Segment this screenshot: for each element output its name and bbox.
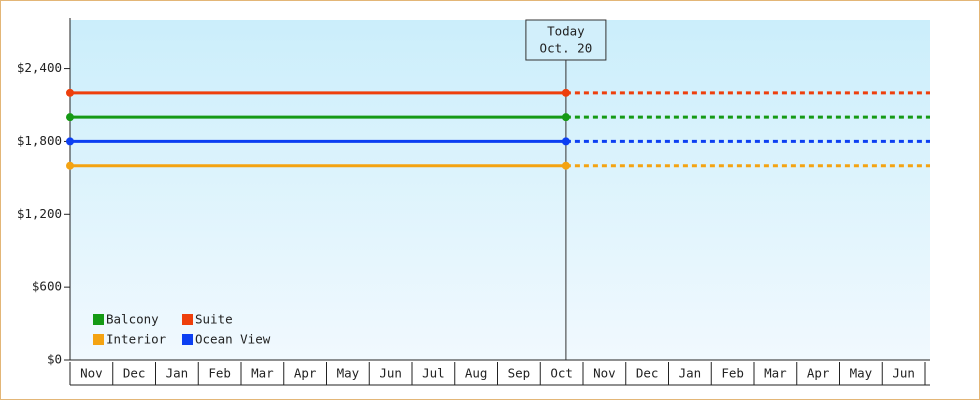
legend-swatch xyxy=(182,314,193,325)
y-tick-label: $1,200 xyxy=(17,206,62,221)
series-point xyxy=(66,161,74,170)
legend-swatch xyxy=(93,334,104,345)
y-tick-label: $2,400 xyxy=(17,60,62,75)
legend-label: Ocean View xyxy=(195,332,271,347)
y-tick-label: $1,800 xyxy=(17,133,62,148)
today-label: Today xyxy=(547,24,585,39)
x-tick-label: Aug xyxy=(465,366,488,381)
x-tick-label: Mar xyxy=(251,366,274,381)
x-tick-label: Dec xyxy=(123,366,146,381)
legend-swatch xyxy=(93,314,104,325)
plot-area xyxy=(70,20,930,360)
x-tick-label: Nov xyxy=(80,366,103,381)
x-tick-label: Feb xyxy=(208,366,231,381)
legend-label: Interior xyxy=(106,332,167,347)
series-point xyxy=(561,88,570,97)
x-tick-label: Mar xyxy=(764,366,787,381)
x-tick-label: Jan xyxy=(679,366,702,381)
x-tick-label: May xyxy=(850,366,873,381)
x-tick-label: Apr xyxy=(294,366,317,381)
legend-label: Balcony xyxy=(106,312,159,327)
x-tick-label: Jun xyxy=(379,366,402,381)
x-tick-label: Nov xyxy=(593,366,616,381)
today-label: Oct. 20 xyxy=(540,41,593,56)
y-tick-label: $600 xyxy=(32,279,62,294)
today-box xyxy=(525,19,607,61)
series-point xyxy=(66,137,74,146)
x-tick-label: Apr xyxy=(807,366,830,381)
series-point xyxy=(561,161,570,170)
x-tick-label: May xyxy=(337,366,360,381)
x-tick-label: Dec xyxy=(636,366,659,381)
series-point xyxy=(561,137,570,146)
x-tick-label: Feb xyxy=(721,366,744,381)
x-tick-label: Jan xyxy=(166,366,189,381)
x-tick-label: Jul xyxy=(422,366,445,381)
series-point xyxy=(66,113,74,122)
x-tick-label: Oct xyxy=(550,366,573,381)
x-tick-label: Sep xyxy=(508,366,531,381)
series-point xyxy=(66,88,74,97)
legend-label: Suite xyxy=(195,312,233,327)
y-tick-label: $0 xyxy=(47,352,62,367)
series-point xyxy=(561,113,570,122)
legend-swatch xyxy=(182,334,193,345)
x-tick-label: Jun xyxy=(892,366,915,381)
